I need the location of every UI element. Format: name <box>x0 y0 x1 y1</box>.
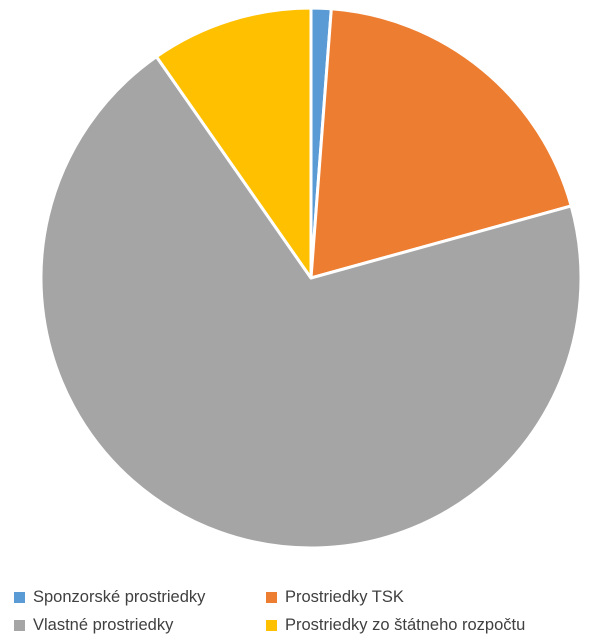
pie-slice-3 <box>154 6 313 280</box>
legend-label: Prostriedky TSK <box>285 587 404 606</box>
legend-item-sponzorske: Sponzorské prostriedky <box>14 588 266 607</box>
pie-chart-svg <box>39 6 583 550</box>
legend-item-tsk: Prostriedky TSK <box>266 588 404 607</box>
pie-chart <box>39 6 583 550</box>
legend-row: Sponzorské prostriedky Prostriedky TSK <box>14 583 614 611</box>
chart-legend: Sponzorské prostriedky Prostriedky TSK V… <box>14 583 614 639</box>
legend-label: Vlastné prostriedky <box>33 615 174 634</box>
legend-swatch-sponzorske <box>14 591 25 603</box>
legend-item-vlastne: Vlastné prostriedky <box>14 616 266 635</box>
legend-row: Vlastné prostriedky Prostriedky zo štátn… <box>14 611 614 639</box>
legend-swatch-statny-rozpocet <box>266 619 277 631</box>
pie-slice-2 <box>39 55 583 550</box>
pie-slice-1 <box>309 7 573 280</box>
legend-label: Prostriedky zo štátneho rozpočtu <box>285 615 526 634</box>
legend-item-statny-rozpocet: Prostriedky zo štátneho rozpočtu <box>266 616 525 635</box>
legend-swatch-tsk <box>266 591 277 603</box>
legend-label: Sponzorské prostriedky <box>33 587 206 606</box>
legend-swatch-vlastne <box>14 619 25 631</box>
